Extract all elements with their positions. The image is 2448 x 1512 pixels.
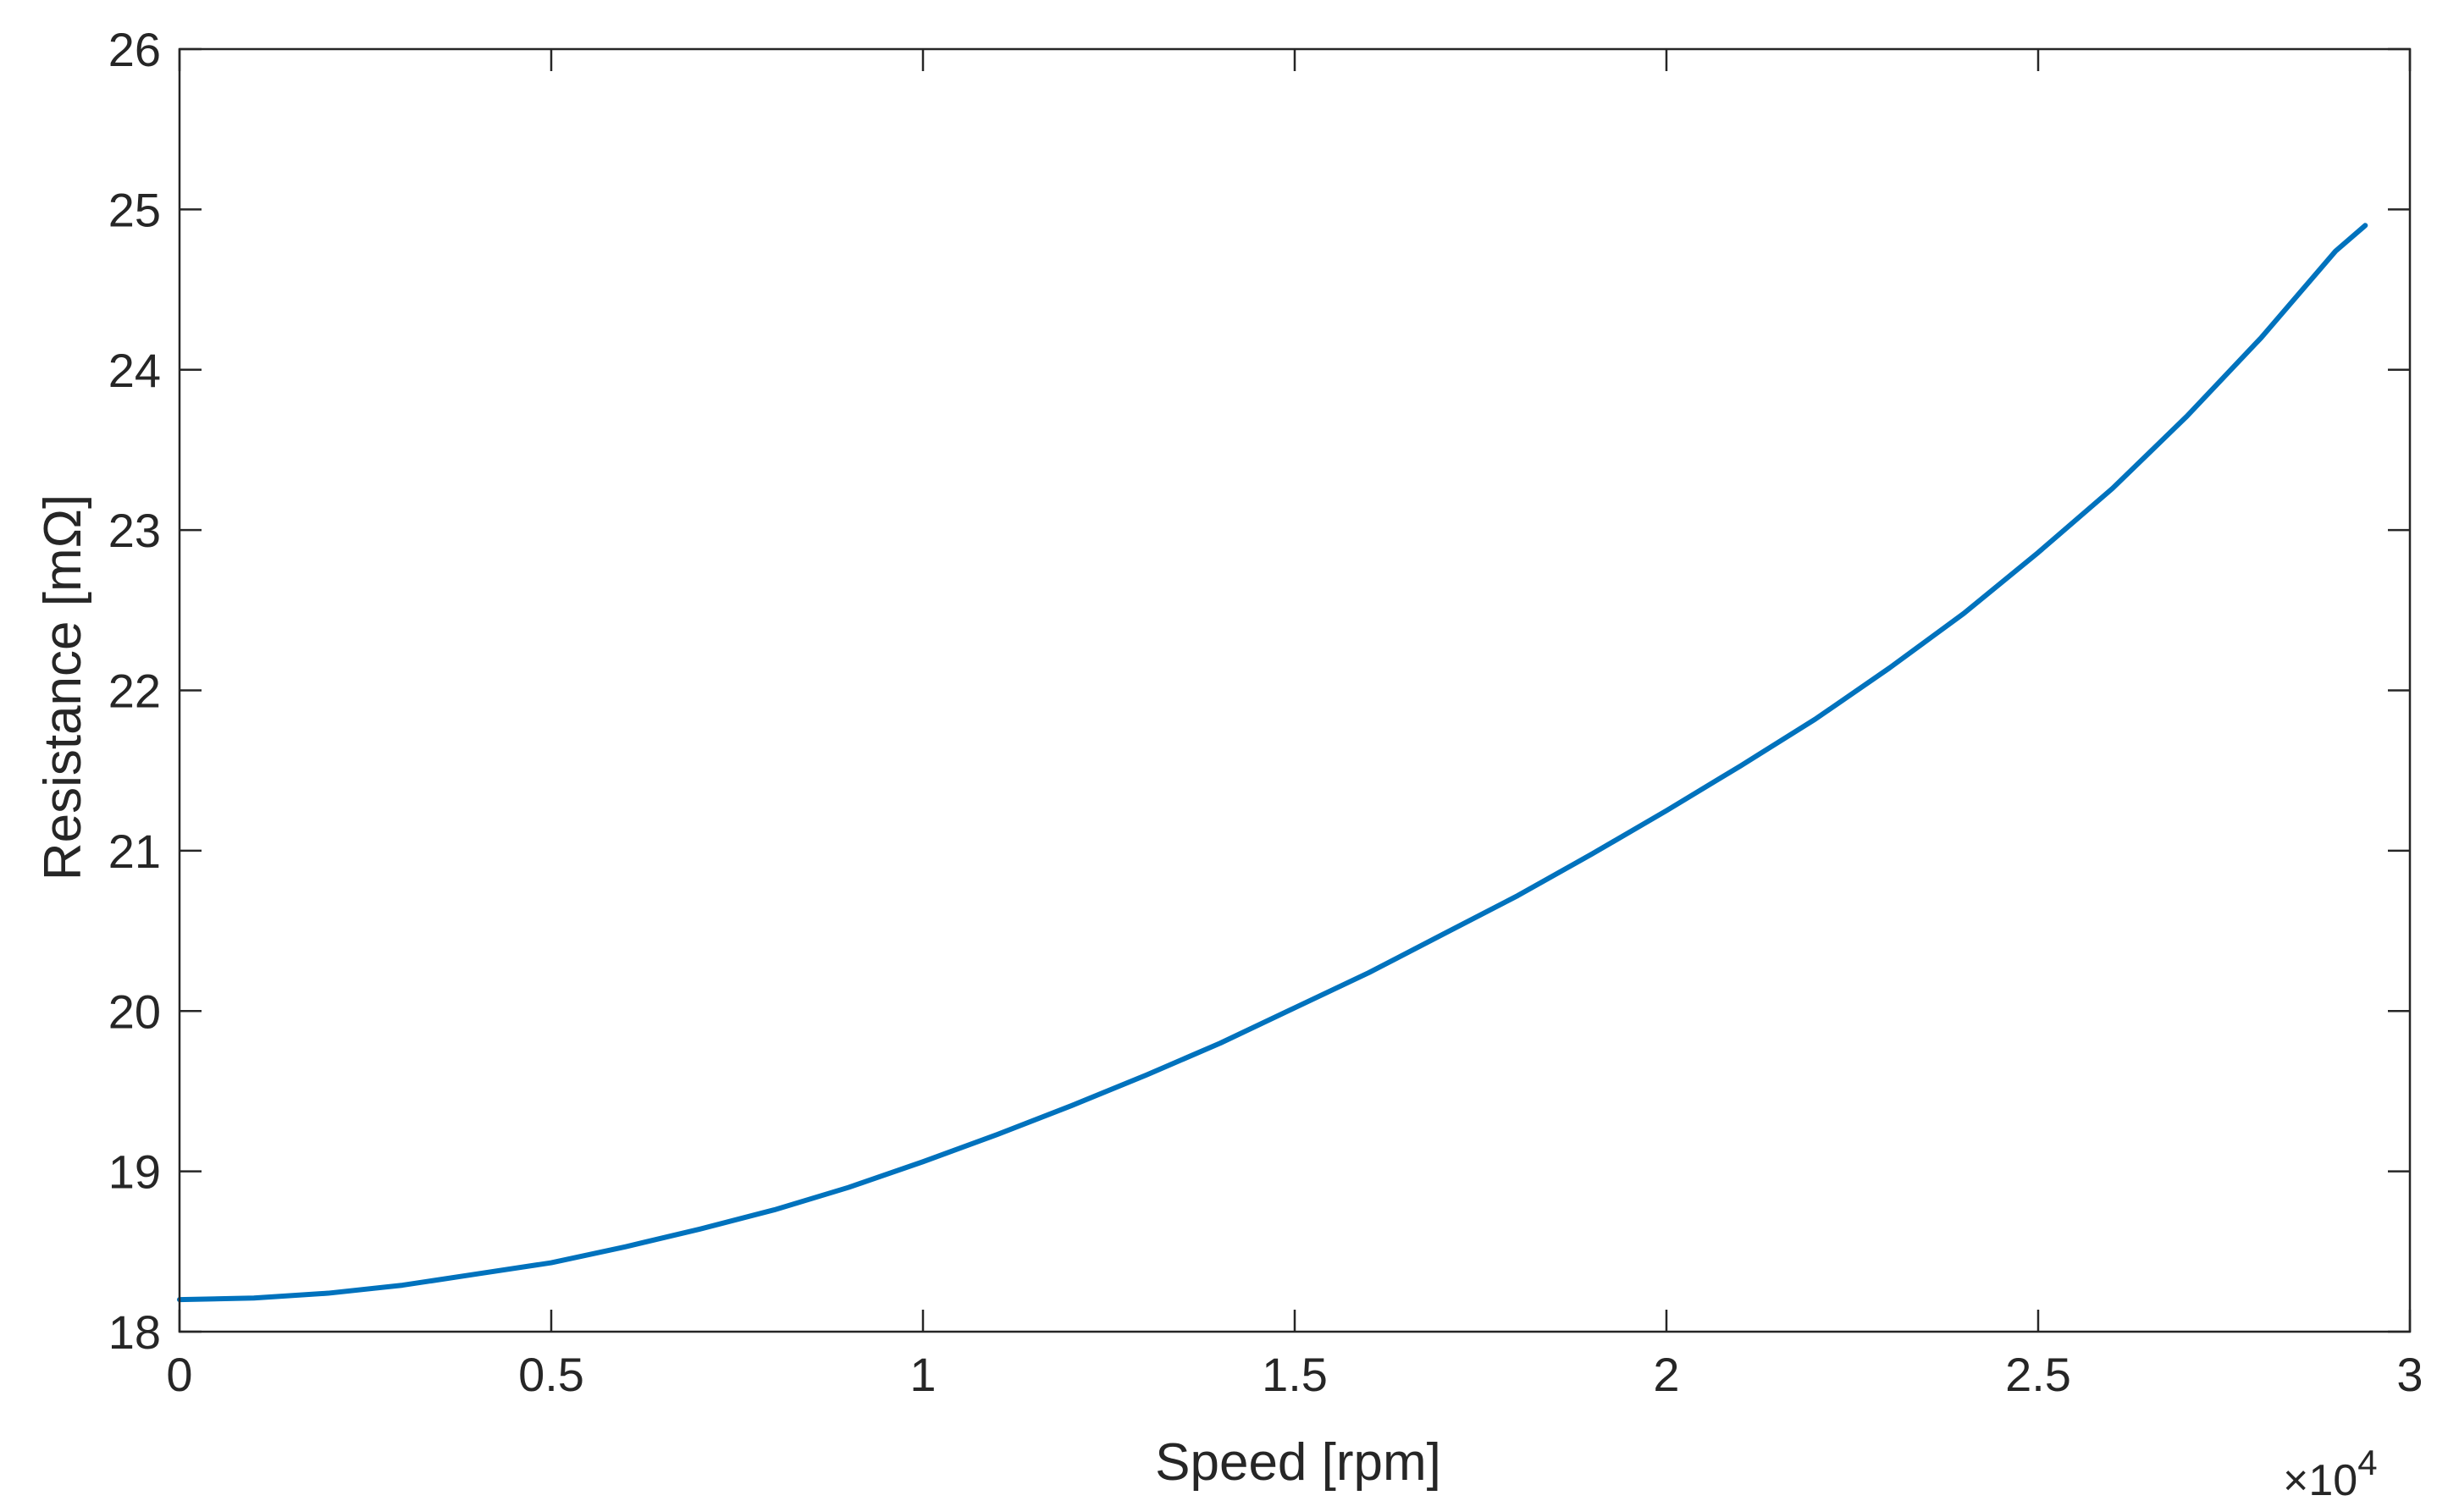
y-tick-label: 19 bbox=[108, 1145, 161, 1199]
y-tick-label: 26 bbox=[108, 23, 161, 76]
x-tick-label: 1.5 bbox=[1262, 1348, 1328, 1401]
x-tick-label: 3 bbox=[2396, 1348, 2423, 1401]
axes: 0 0.5 1 1.5 2 2.5 3 18 19 20 21 22 23 24 25 26 bbox=[108, 23, 2423, 1401]
x-tick-label: 1 bbox=[909, 1348, 936, 1401]
y-tick-label: 22 bbox=[108, 665, 161, 718]
x-axis-exponent: ×104 bbox=[2283, 1443, 2378, 1505]
y-tick-label: 18 bbox=[108, 1305, 161, 1359]
y-tick-label: 24 bbox=[108, 344, 161, 397]
x-axis-exponent-power: 4 bbox=[2357, 1443, 2377, 1482]
x-tick-label: 2 bbox=[1653, 1348, 1679, 1401]
y-tick-label: 21 bbox=[108, 825, 161, 878]
y-tick-label: 20 bbox=[108, 985, 161, 1038]
y-axis-label: Resistance [mΩ] bbox=[34, 494, 92, 880]
data-series-line bbox=[177, 223, 2368, 1303]
y-tick-label: 25 bbox=[108, 183, 161, 236]
x-tick-label: 0.5 bbox=[518, 1348, 584, 1401]
x-tick-label: 0 bbox=[166, 1348, 192, 1401]
plot-area bbox=[177, 223, 2368, 1303]
y-tick-label: 23 bbox=[108, 504, 161, 557]
x-axis-exponent-base: ×10 bbox=[2283, 1456, 2357, 1505]
x-tick-label: 2.5 bbox=[2005, 1348, 2071, 1401]
x-axis-label: Speed [rpm] bbox=[1155, 1433, 1441, 1492]
